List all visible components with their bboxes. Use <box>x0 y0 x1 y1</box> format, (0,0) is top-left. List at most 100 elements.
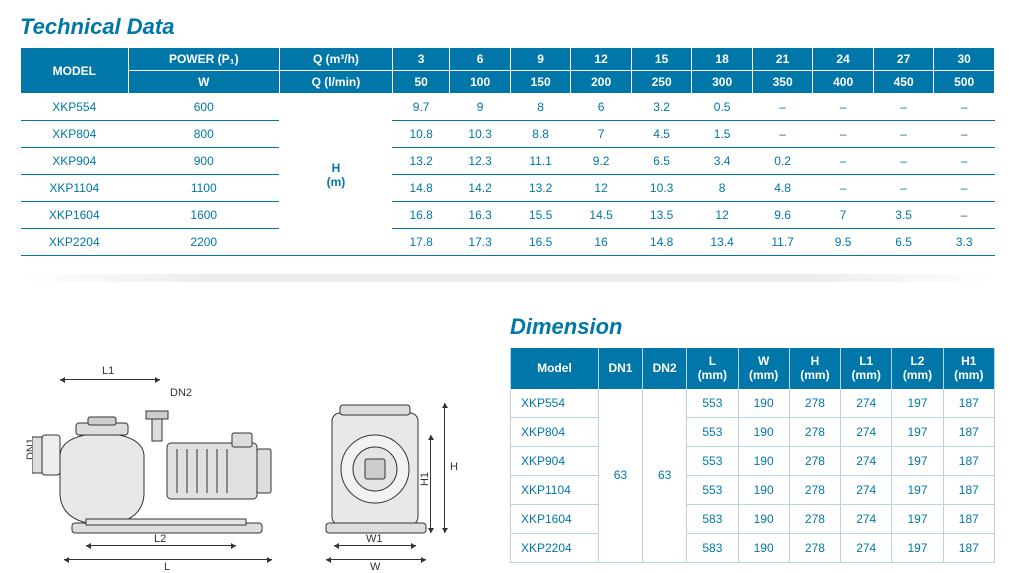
th-9: 9 <box>510 48 571 71</box>
tech-h-unit-cell: H (m) <box>279 94 392 256</box>
tech-value-cell: 7 <box>813 202 874 229</box>
th-500: 500 <box>934 71 995 94</box>
dim-model-cell: XKP904 <box>511 446 599 475</box>
pump-side-view: L1 DN2 DN1 <box>20 373 290 563</box>
tech-value-cell: – <box>873 175 934 202</box>
tech-value-cell: – <box>813 175 874 202</box>
tech-row: XKP554600H (m)9.79863.20.5–––– <box>21 94 995 121</box>
dim-value-cell: 187 <box>943 446 994 475</box>
tech-model-cell: XKP2204 <box>21 229 129 256</box>
tech-value-cell: 13.2 <box>510 175 571 202</box>
tech-value-cell: 4.8 <box>752 175 813 202</box>
tech-value-cell: – <box>813 94 874 121</box>
dim-value-cell: 197 <box>892 504 943 533</box>
label-w1: W1 <box>366 533 383 545</box>
dim-value-cell: 278 <box>789 504 840 533</box>
tech-value-cell: 3.4 <box>692 148 753 175</box>
dim-value-cell: 187 <box>943 389 994 418</box>
dim-th-w: W(mm) <box>738 348 789 389</box>
dim-value-cell: 187 <box>943 475 994 504</box>
tech-value-cell: – <box>873 121 934 148</box>
dim-th-l2: L2(mm) <box>892 348 943 389</box>
tech-power-cell: 1600 <box>128 202 279 229</box>
section-divider <box>20 274 995 282</box>
dim-th-dn2: DN2 <box>643 348 687 389</box>
tech-row: XKP80480010.810.38.874.51.5–––– <box>21 121 995 148</box>
th-50: 50 <box>392 71 449 94</box>
th-6: 6 <box>450 48 511 71</box>
tech-value-cell: 12.3 <box>450 148 511 175</box>
tech-value-cell: 13.2 <box>392 148 449 175</box>
th-300: 300 <box>692 71 753 94</box>
th-350: 350 <box>752 71 813 94</box>
dim-th-dn1: DN1 <box>598 348 642 389</box>
tech-value-cell: 9.6 <box>752 202 813 229</box>
th-250: 250 <box>631 71 692 94</box>
label-l1: L1 <box>102 365 114 377</box>
tech-row: XKP1104110014.814.213.21210.384.8––– <box>21 175 995 202</box>
tech-value-cell: 3.2 <box>631 94 692 121</box>
tech-value-cell: 12 <box>571 175 632 202</box>
tech-value-cell: 6 <box>571 94 632 121</box>
th-450: 450 <box>873 71 934 94</box>
tech-model-cell: XKP804 <box>21 121 129 148</box>
dim-value-cell: 278 <box>789 389 840 418</box>
tech-value-cell: 9.7 <box>392 94 449 121</box>
tech-row: XKP1604160016.816.315.514.513.5129.673.5… <box>21 202 995 229</box>
tech-value-cell: 8 <box>692 175 753 202</box>
dim-th-model: Model <box>511 348 599 389</box>
dim-model-cell: XKP804 <box>511 417 599 446</box>
th-15: 15 <box>631 48 692 71</box>
th-18: 18 <box>692 48 753 71</box>
dim-th-h1: H1(mm) <box>943 348 994 389</box>
tech-value-cell: – <box>934 202 995 229</box>
technical-data-title: Technical Data <box>20 14 995 40</box>
tech-value-cell: 12 <box>692 202 753 229</box>
tech-value-cell: 17.3 <box>450 229 511 256</box>
dim-value-cell: 197 <box>892 475 943 504</box>
dim-value-cell: 190 <box>738 417 789 446</box>
tech-value-cell: 6.5 <box>631 148 692 175</box>
tech-power-cell: 800 <box>128 121 279 148</box>
tech-value-cell: – <box>934 175 995 202</box>
dim-value-cell: 190 <box>738 475 789 504</box>
tech-value-cell: 7 <box>571 121 632 148</box>
th-21: 21 <box>752 48 813 71</box>
tech-value-cell: 8.8 <box>510 121 571 148</box>
dim-row: XKP804553190278274197187 <box>511 417 995 446</box>
tech-model-cell: XKP1604 <box>21 202 129 229</box>
tech-value-cell: 15.5 <box>510 202 571 229</box>
tech-value-cell: 10.3 <box>631 175 692 202</box>
pump-diagram-area: L1 DN2 DN1 <box>20 310 480 563</box>
tech-value-cell: 11.1 <box>510 148 571 175</box>
tech-model-cell: XKP554 <box>21 94 129 121</box>
dim-dn2-cell: 63 <box>643 389 687 563</box>
dimension-title: Dimension <box>510 314 995 340</box>
tech-value-cell: – <box>752 121 813 148</box>
dim-value-cell: 187 <box>943 504 994 533</box>
dim-th-l1: L1(mm) <box>841 348 892 389</box>
dim-value-cell: 278 <box>789 475 840 504</box>
dim-value-cell: 190 <box>738 504 789 533</box>
tech-value-cell: 6.5 <box>873 229 934 256</box>
tech-value-cell: 0.2 <box>752 148 813 175</box>
th-400: 400 <box>813 71 874 94</box>
th-power: POWER (P₁) <box>128 48 279 71</box>
th-150: 150 <box>510 71 571 94</box>
dim-value-cell: 274 <box>841 417 892 446</box>
tech-value-cell: – <box>813 121 874 148</box>
dim-row: XKP5546363553190278274197187 <box>511 389 995 418</box>
tech-value-cell: 3.5 <box>873 202 934 229</box>
tech-model-cell: XKP1104 <box>21 175 129 202</box>
tech-value-cell: – <box>752 94 813 121</box>
dim-value-cell: 274 <box>841 446 892 475</box>
dim-row: XKP1104553190278274197187 <box>511 475 995 504</box>
label-w: W <box>370 561 380 573</box>
dim-row: XKP904553190278274197187 <box>511 446 995 475</box>
dim-header-row: Model DN1 DN2 L(mm) W(mm) H(mm) L1(mm) L… <box>511 348 995 389</box>
tech-model-cell: XKP904 <box>21 148 129 175</box>
th-30: 30 <box>934 48 995 71</box>
tech-value-cell: 0.5 <box>692 94 753 121</box>
th-qm3h: Q (m³/h) <box>279 48 392 71</box>
tech-power-cell: 2200 <box>128 229 279 256</box>
